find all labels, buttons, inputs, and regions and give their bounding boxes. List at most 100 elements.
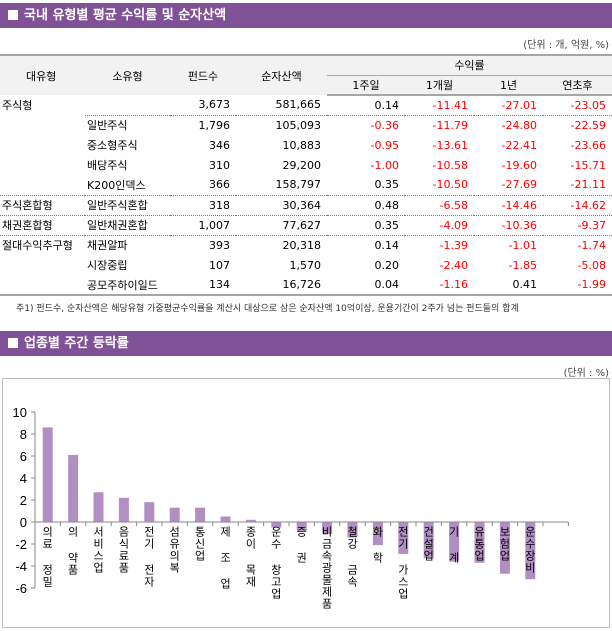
net-assets: 1,570	[289, 258, 322, 272]
return-ytd: -22.59	[543, 114, 612, 135]
x-category-label: 화 학	[370, 526, 384, 564]
fund-count: 346	[209, 138, 230, 152]
return-1year: 0.41	[474, 275, 543, 296]
major-type: 주식형	[2, 99, 33, 112]
return-1week: 0.35	[374, 178, 400, 192]
y-tick-label: 4	[20, 471, 27, 486]
return-1month: -6.58	[405, 194, 474, 215]
net-assets: 30,364	[236, 194, 327, 215]
return-ytd: -23.66	[570, 138, 606, 152]
fund-count: 393	[170, 234, 236, 255]
y-tick-label: -4	[15, 559, 27, 574]
table-row: 주식형 3,673 581,665 0.14 -11.41 -27.01 -23.05	[0, 95, 612, 115]
minor-type	[85, 95, 170, 115]
return-1week: 0.04	[327, 275, 405, 296]
unit-label: (단위 : 개, 억원, %)	[523, 40, 609, 51]
bar	[423, 522, 434, 559]
x-category-label: 건설업	[421, 526, 435, 562]
sector-chart: 10 8 6 4 2 0 -2 -4 -6 의료 정밀 의 약품 서비스업 음식료품 전기 전자 섬유의복…	[2, 378, 610, 628]
major-type	[0, 135, 85, 155]
y-tick-label: 8	[20, 427, 27, 442]
return-1week: 0.14	[327, 234, 405, 255]
bar	[398, 522, 409, 554]
fund-count: 310	[209, 158, 230, 172]
return-1year: -1.01	[474, 234, 543, 255]
major-type: 절대수익추구형	[0, 234, 85, 255]
bar	[474, 522, 485, 563]
bar	[322, 522, 333, 535]
return-1week: -1.00	[370, 158, 399, 172]
return-1week: 0.48	[327, 194, 405, 215]
minor-type: 공모주하이일드	[85, 275, 170, 296]
x-category-label: 의료 정밀	[40, 526, 54, 588]
x-category-label: 제 조 업	[218, 526, 232, 590]
minor-type: 채권알파	[85, 234, 170, 255]
net-assets: 10,883	[282, 138, 322, 152]
chart-svg: 10 8 6 4 2 0 -2 -4 -6	[13, 405, 569, 596]
section-header-sector: 업종별 주간 등락률	[0, 331, 612, 356]
major-type	[0, 275, 85, 296]
y-tick-label: 6	[20, 449, 27, 464]
y-tick-label: -2	[15, 537, 27, 552]
return-1year: -14.46	[474, 194, 543, 215]
minor-type: 시장중립	[87, 259, 128, 272]
major-type: 주식혼합형	[0, 194, 85, 215]
major-type: 채권혼합형	[0, 214, 85, 235]
bar	[499, 522, 510, 574]
bar	[347, 522, 358, 538]
table-row: 절대수익추구형 채권알파 393 20,318 0.14 -1.39 -1.01 -1.74	[0, 234, 612, 255]
return-1week: -0.95	[370, 138, 399, 152]
net-assets: 20,318	[236, 234, 327, 255]
return-1month: -1.16	[405, 275, 474, 296]
header-1week: 1주일	[327, 74, 405, 96]
net-assets: 77,627	[236, 214, 327, 235]
return-ytd: -23.05	[570, 98, 606, 112]
return-ytd: -5.08	[577, 258, 606, 272]
return-1week: 0.35	[327, 214, 405, 235]
x-category-label: 음식료품	[116, 526, 130, 574]
bar	[296, 522, 307, 531]
net-assets: 105,093	[236, 114, 327, 135]
return-ytd: -9.37	[543, 214, 612, 235]
major-type	[0, 155, 85, 175]
net-assets: 581,665	[275, 98, 322, 112]
square-icon	[8, 338, 18, 348]
return-1month: -10.58	[432, 158, 468, 172]
header-1year: 1년	[474, 74, 543, 96]
return-1month: -10.50	[432, 178, 468, 192]
return-1year: -19.60	[501, 158, 537, 172]
return-ytd: -14.62	[543, 194, 612, 215]
header-minor: 소유형	[85, 54, 170, 95]
return-1month: -2.40	[439, 258, 468, 272]
net-assets: 158,797	[275, 178, 322, 192]
return-1week: 0.14	[374, 98, 400, 112]
table-row: K200인덱스 366 158,797 0.35 -10.50 -27.69 -21.11	[0, 175, 612, 195]
return-1month: -11.79	[405, 114, 474, 135]
major-type	[0, 175, 85, 195]
minor-type: 중소형주식	[87, 139, 138, 152]
table-row: 시장중립 107 1,570 0.20 -2.40 -1.85 -5.08	[0, 255, 612, 275]
minor-type: 일반주식혼합	[85, 194, 170, 215]
table-row: 주식혼합형 일반주식혼합 318 30,364 0.48 -6.58 -14.46 -14.6…	[0, 194, 612, 215]
x-category-label: 증 권	[294, 526, 308, 564]
bar	[525, 522, 536, 580]
header-ytd: 연초후	[543, 74, 612, 96]
bar	[169, 507, 180, 522]
fund-count: 3,673	[198, 98, 231, 112]
header-assets: 순자산액	[236, 54, 327, 95]
x-category-label: 전기 가스업	[396, 526, 410, 600]
x-category-label: 운수 창고업	[269, 526, 283, 600]
section-header-fund-returns: 국내 유형별 평균 수익률 및 순자산액	[0, 3, 612, 28]
header-major: 대유형	[0, 54, 85, 95]
x-category-label: 운수장비	[523, 526, 537, 574]
bar	[195, 507, 206, 522]
section-title: 업종별 주간 등락률	[24, 336, 129, 351]
net-assets: 16,726	[236, 275, 327, 296]
x-category-label: 전기 전자	[142, 526, 156, 588]
table-row: 일반주식 1,796 105,093 -0.36 -11.79 -24.80 -22.59	[0, 114, 612, 135]
x-category-label: 서비스업	[91, 526, 105, 574]
y-tick-label: 10	[13, 405, 27, 420]
section-title: 국내 유형별 평균 수익률 및 순자산액	[24, 8, 227, 23]
minor-type: 일반주식	[85, 114, 170, 135]
return-1year: -27.01	[501, 98, 537, 112]
